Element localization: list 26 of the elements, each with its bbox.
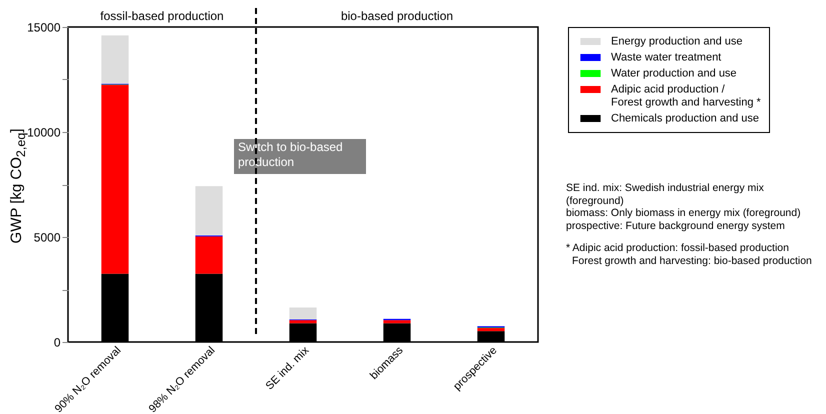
y-tick-label: 0 — [54, 336, 61, 350]
y-tick-label: 15000 — [27, 20, 61, 34]
text: Forest growth and harvesting: bio-based production — [571, 254, 813, 267]
text: * Adipic acid production: fossil-based production — [566, 242, 790, 254]
bar — [195, 236, 223, 274]
bar — [195, 186, 223, 236]
annotation: Switch to bio-based production — [238, 140, 343, 169]
y-tick-label: 5000 — [34, 230, 61, 244]
y-tick-label: 10000 — [27, 126, 61, 140]
bar — [289, 320, 317, 324]
legend-label: Chemicals production and use — [611, 112, 759, 124]
text: bio-based production — [340, 9, 454, 23]
bar — [101, 84, 129, 274]
text: prospective: Future background energy system — [566, 220, 786, 232]
bar — [289, 308, 317, 320]
bar — [383, 320, 411, 324]
text: biomass: Only biomass in energy mix (foreground) — [566, 207, 802, 220]
text: SE ind. mix: Swedish industrial energy mix (foreground) — [566, 182, 765, 207]
legend-label: Adipic acid production / Forest growth and harvesting * — [611, 84, 762, 108]
bar — [101, 35, 129, 84]
legend-label: Waste water treatment — [611, 52, 722, 64]
legend-label: Energy production and use — [611, 36, 742, 48]
legend-label: Water production and use — [611, 68, 737, 80]
text: fossil-based production — [100, 9, 224, 23]
bar — [477, 328, 505, 332]
x-tick-label: SE ind. mix — [264, 344, 312, 392]
